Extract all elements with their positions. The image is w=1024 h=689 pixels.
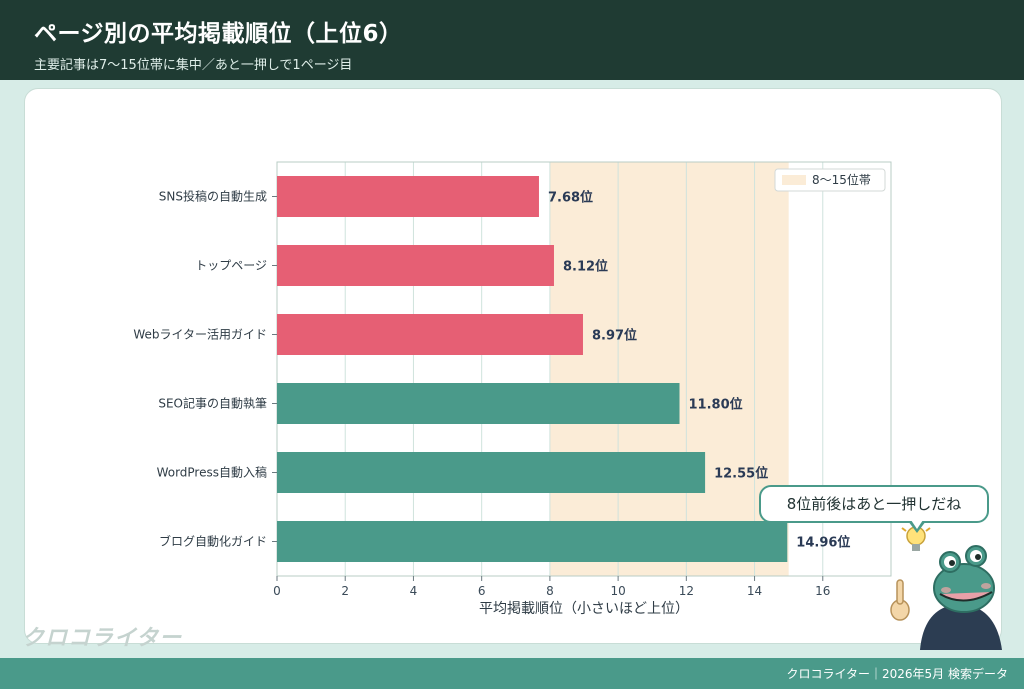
speech-bubble: 8位前後はあと一押しだね <box>759 485 989 523</box>
bar <box>277 452 706 493</box>
data-label: 14.96位 <box>796 535 850 551</box>
data-label: 7.68位 <box>548 190 593 206</box>
category-label: ブログ自動化ガイド <box>159 534 267 549</box>
legend-box <box>774 168 886 192</box>
x-tick-label: 6 <box>478 584 486 598</box>
data-label: 8.12位 <box>563 259 608 275</box>
x-tick-label: 16 <box>815 584 830 598</box>
x-tick-label: 4 <box>410 584 418 598</box>
category-label: WordPress自動入稿 <box>157 465 267 480</box>
x-tick-label: 12 <box>679 584 694 598</box>
x-tick-label: 0 <box>273 584 281 598</box>
bar <box>277 521 788 562</box>
x-axis-label: 平均掲載順位（小さいほど上位） <box>479 601 689 617</box>
x-tick-label: 2 <box>341 584 349 598</box>
category-label: Webライター活用ガイド <box>133 328 267 342</box>
category-label: SEO記事の自動執筆 <box>158 396 267 411</box>
data-label: 12.55位 <box>714 466 768 482</box>
x-tick-label: 8 <box>546 584 554 598</box>
bar <box>277 245 554 286</box>
category-label: SNS投稿の自動生成 <box>159 189 267 204</box>
bar <box>277 314 583 355</box>
data-label: 8.97位 <box>592 328 637 344</box>
bar <box>277 176 539 217</box>
x-tick-label: 14 <box>747 584 762 598</box>
plot-frame <box>276 161 892 577</box>
category-label: トップページ <box>195 259 267 273</box>
legend-label: 8〜15位帯 <box>812 172 871 187</box>
bar <box>277 383 680 424</box>
footer-note: クロコライター｜2026年5月 検索データ <box>786 667 1008 681</box>
page-title: ページ別の平均掲載順位（上位6） <box>34 21 403 47</box>
x-tick-label: 10 <box>610 584 625 598</box>
header: ページ別の平均掲載順位（上位6） 主要記事は7〜15位帯に集中／あと一押しで1ペ… <box>0 0 1024 80</box>
data-label: 11.80位 <box>689 397 743 413</box>
footer: クロコライター｜2026年5月 検索データ <box>0 658 1024 689</box>
logo-watermark: クロコライター <box>22 626 183 651</box>
highlight-band <box>549 162 789 576</box>
crocodile-mascot-icon <box>890 522 1002 650</box>
legend-swatch <box>782 175 806 185</box>
page-subtitle: 主要記事は7〜15位帯に集中／あと一押しで1ページ目 <box>34 58 353 73</box>
